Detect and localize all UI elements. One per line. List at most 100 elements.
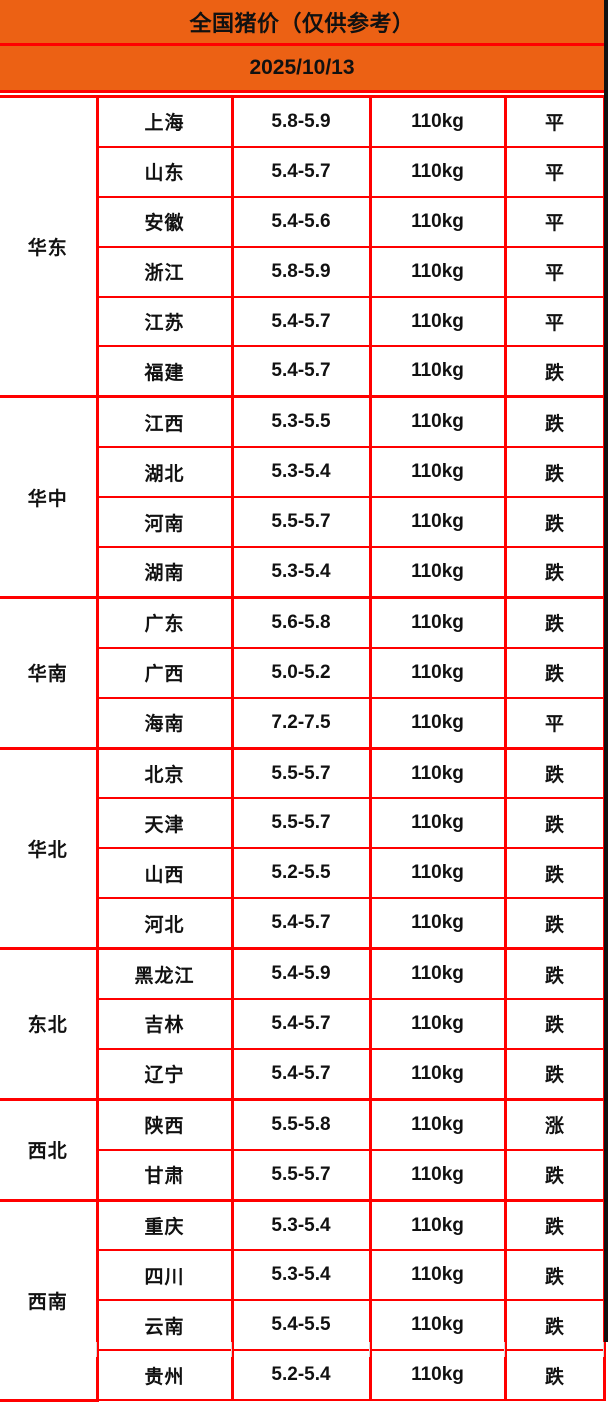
trend-cell: 跌 (505, 1149, 606, 1202)
weight-cell: 110kg (370, 296, 507, 348)
weight-cell: 110kg (370, 1048, 507, 1101)
price-cell: 5.4-5.7 (232, 146, 372, 198)
weight-cell: 110kg (370, 246, 507, 298)
page-title: 全国猪价（仅供参考） (0, 0, 604, 46)
table-row: 西北 陕西 5.5-5.8 110kg 涨 (0, 1097, 606, 1202)
trend-cell: 跌 (505, 848, 606, 900)
table-row: 海南 7.2-7.5 110kg 平 (0, 697, 606, 750)
price-cell: 7.2-7.5 (232, 697, 372, 750)
trend-cell: 跌 (505, 1198, 606, 1252)
weight-cell: 110kg (370, 497, 507, 549)
trend-cell: 平 (505, 196, 606, 248)
report-date: 2025/10/13 (0, 46, 604, 93)
weight-cell: 110kg (370, 395, 507, 449)
region-cell: 华北 (0, 746, 99, 951)
price-cell: 5.4-5.6 (232, 196, 372, 248)
table-row: 福建 5.4-5.7 110kg 跌 (0, 346, 606, 398)
trend-cell: 跌 (505, 395, 606, 449)
price-cell: 5.3-5.4 (232, 1250, 372, 1302)
province-cell: 贵州 (97, 1350, 234, 1402)
table-row: 四川 5.3-5.4 110kg 跌 (0, 1250, 606, 1302)
province-cell: 河南 (97, 497, 234, 549)
price-cell: 5.8-5.9 (232, 246, 372, 298)
trend-cell: 平 (505, 94, 606, 148)
trend-cell: 跌 (505, 447, 606, 499)
price-cell: 5.4-5.7 (232, 296, 372, 348)
weight-cell: 110kg (370, 798, 507, 850)
weight-cell: 110kg (370, 697, 507, 750)
trend-cell: 跌 (505, 798, 606, 850)
province-cell: 海南 (97, 697, 234, 750)
weight-cell: 110kg (370, 547, 507, 599)
province-cell: 浙江 (97, 246, 234, 298)
price-cell: 5.4-5.7 (232, 999, 372, 1050)
price-cell: 5.3-5.4 (232, 547, 372, 599)
price-cell: 5.3-5.5 (232, 395, 372, 449)
province-cell: 河北 (97, 898, 234, 950)
price-cell: 5.5-5.7 (232, 497, 372, 549)
table-body: 华东 上海 5.8-5.9 110kg 平山东 5.4-5.7 110kg 平安徽 5.4-5.… (0, 94, 606, 1402)
trend-cell: 跌 (505, 547, 606, 599)
price-cell: 5.5-5.7 (232, 1149, 372, 1202)
weight-cell: 110kg (370, 447, 507, 499)
province-cell: 山西 (97, 848, 234, 900)
table-row: 西南 重庆 5.3-5.4 110kg 跌 (0, 1198, 606, 1402)
weight-cell: 110kg (370, 1198, 507, 1252)
table-row: 华北 北京 5.5-5.7 110kg 跌 (0, 746, 606, 951)
province-cell: 甘肃 (97, 1149, 234, 1202)
sheet-gridline (96, 1342, 97, 1357)
province-cell: 山东 (97, 146, 234, 198)
weight-cell: 110kg (370, 848, 507, 900)
table-row: 浙江 5.8-5.9 110kg 平 (0, 246, 606, 298)
trend-cell: 跌 (505, 898, 606, 950)
province-cell: 福建 (97, 346, 234, 398)
trend-cell: 跌 (505, 647, 606, 699)
table-row: 山西 5.2-5.5 110kg 跌 (0, 848, 606, 900)
weight-cell: 110kg (370, 1250, 507, 1302)
price-cell: 5.5-5.7 (232, 746, 372, 800)
province-cell: 江苏 (97, 296, 234, 348)
weight-cell: 110kg (370, 1097, 507, 1151)
weight-cell: 110kg (370, 94, 507, 148)
price-cell: 5.4-5.9 (232, 947, 372, 1001)
table-row: 湖南 5.3-5.4 110kg 跌 (0, 547, 606, 599)
table-row: 安徽 5.4-5.6 110kg 平 (0, 196, 606, 248)
province-cell: 黑龙江 (97, 947, 234, 1001)
weight-cell: 110kg (370, 746, 507, 800)
table-row: 江苏 5.4-5.7 110kg 平 (0, 296, 606, 348)
sheet-gridline (231, 1342, 232, 1357)
weight-cell: 110kg (370, 146, 507, 198)
trend-cell: 涨 (505, 1097, 606, 1151)
trend-cell: 跌 (505, 746, 606, 800)
province-cell: 四川 (97, 1250, 234, 1302)
price-cell: 5.8-5.9 (232, 94, 372, 148)
trend-cell: 跌 (505, 346, 606, 398)
sheet-gridline (504, 1342, 505, 1357)
price-cell: 5.3-5.4 (232, 1198, 372, 1252)
province-cell: 辽宁 (97, 1048, 234, 1101)
region-cell: 西北 (0, 1097, 99, 1202)
province-cell: 云南 (97, 1300, 234, 1352)
table-row: 河北 5.4-5.7 110kg 跌 (0, 898, 606, 950)
trend-cell: 平 (505, 246, 606, 298)
price-cell: 5.3-5.4 (232, 447, 372, 499)
province-cell: 江西 (97, 395, 234, 449)
weight-cell: 110kg (370, 947, 507, 1001)
table-row: 云南 5.4-5.5 110kg 跌 (0, 1300, 606, 1352)
table-row: 河南 5.5-5.7 110kg 跌 (0, 497, 606, 549)
price-cell: 5.4-5.7 (232, 1048, 372, 1101)
weight-cell: 110kg (370, 1149, 507, 1202)
province-cell: 吉林 (97, 999, 234, 1050)
right-edge-strip (604, 0, 608, 1342)
price-cell: 5.5-5.7 (232, 798, 372, 850)
table-row: 甘肃 5.5-5.7 110kg 跌 (0, 1149, 606, 1202)
weight-cell: 110kg (370, 999, 507, 1050)
trend-cell: 跌 (505, 1250, 606, 1302)
price-cell: 5.2-5.5 (232, 848, 372, 900)
province-cell: 陕西 (97, 1097, 234, 1151)
trend-cell: 跌 (505, 1300, 606, 1352)
table-row: 广西 5.0-5.2 110kg 跌 (0, 647, 606, 699)
province-cell: 北京 (97, 746, 234, 800)
trend-cell: 平 (505, 296, 606, 348)
price-cell: 5.2-5.4 (232, 1350, 372, 1402)
